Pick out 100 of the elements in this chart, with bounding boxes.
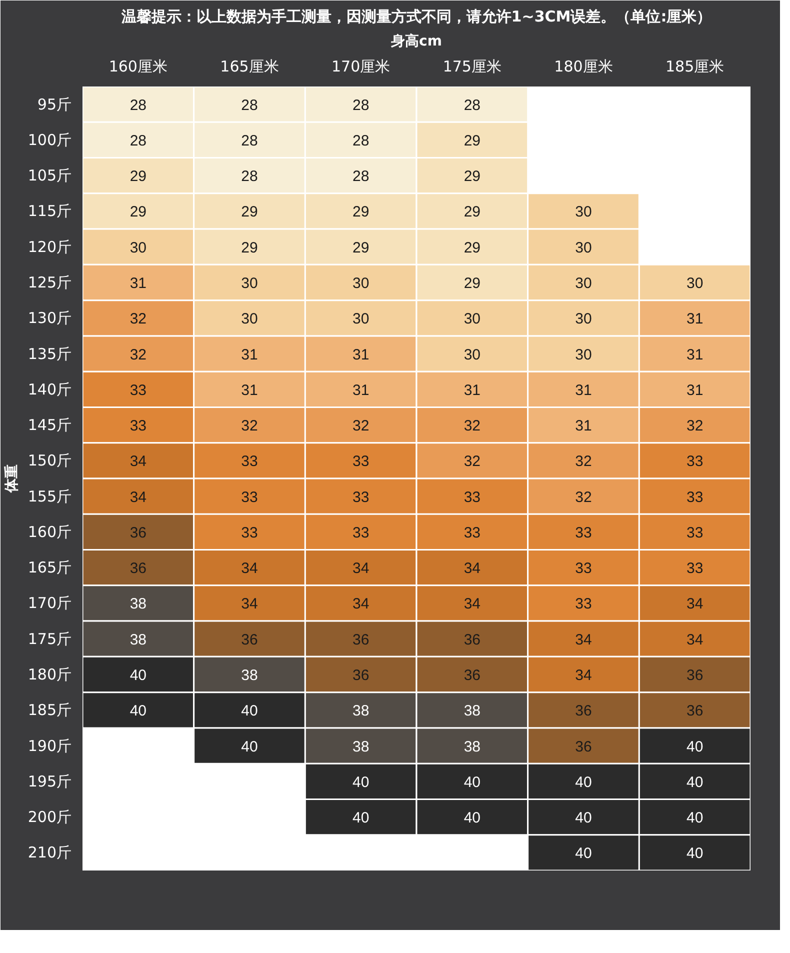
data-label: 30 (575, 204, 592, 221)
data-label: 32 (241, 418, 258, 435)
data-label: 30 (575, 310, 592, 328)
data-label: 32 (686, 418, 704, 435)
data-label: 33 (575, 596, 592, 613)
data-label: 31 (686, 382, 704, 399)
data-label: 33 (241, 524, 258, 542)
data-label: 31 (575, 382, 592, 399)
data-label: 38 (130, 631, 147, 648)
data-label: 29 (130, 204, 147, 221)
data-label: 36 (130, 524, 147, 542)
data-label: 30 (130, 239, 147, 256)
data-label: 33 (575, 560, 592, 578)
data-label: 40 (464, 810, 481, 827)
data-label: 33 (686, 560, 704, 578)
data-label: 36 (464, 667, 481, 684)
data-label: 34 (464, 596, 481, 613)
data-label: 34 (686, 596, 704, 613)
x-tick-label: 165厘米 (220, 58, 279, 76)
x-tick-label: 160厘米 (108, 58, 168, 76)
data-label: 36 (575, 738, 592, 756)
data-label: 29 (464, 239, 481, 256)
data-label: 36 (464, 631, 481, 648)
data-label: 33 (352, 453, 370, 470)
y-tick-label: 130斤 (28, 309, 72, 328)
data-label: 28 (130, 132, 147, 150)
data-label: 30 (352, 310, 370, 328)
data-label: 32 (575, 488, 592, 506)
data-label: 31 (130, 275, 147, 292)
data-label: 40 (686, 810, 704, 827)
data-label: 28 (464, 96, 481, 114)
x-tick-label: 170厘米 (332, 58, 390, 76)
y-tick-label: 125斤 (28, 274, 72, 292)
y-tick-label: 190斤 (28, 736, 72, 755)
data-label: 40 (686, 738, 704, 756)
data-label: 33 (130, 382, 147, 399)
data-label: 28 (352, 96, 370, 114)
data-label: 30 (575, 346, 592, 364)
data-label: 29 (241, 239, 258, 256)
y-tick-label: 140斤 (28, 380, 72, 398)
data-label: 34 (241, 596, 258, 613)
y-tick-label: 160斤 (28, 522, 72, 541)
data-label: 33 (241, 453, 258, 470)
data-label: 34 (130, 488, 147, 506)
data-label: 31 (686, 346, 704, 364)
data-label: 33 (575, 524, 592, 542)
data-label: 40 (575, 845, 592, 862)
data-label: 38 (352, 738, 370, 756)
data-label: 40 (352, 774, 370, 791)
data-label: 36 (241, 631, 258, 648)
data-label: 29 (464, 204, 481, 221)
data-label: 33 (686, 453, 704, 470)
data-label: 33 (130, 418, 147, 435)
data-label: 32 (352, 418, 370, 435)
data-label: 38 (464, 738, 481, 756)
data-label: 32 (464, 453, 481, 470)
y-tick-label: 100斤 (28, 130, 72, 149)
data-label: 34 (464, 560, 481, 578)
y-axis-title: 体重 (4, 464, 20, 494)
data-label: 32 (575, 453, 592, 470)
data-label: 40 (130, 667, 147, 684)
y-tick-label: 135斤 (28, 344, 72, 363)
y-tick-label: 200斤 (28, 808, 72, 826)
data-label: 40 (464, 774, 481, 791)
data-label: 30 (575, 275, 592, 292)
data-label: 40 (241, 702, 258, 720)
data-label: 31 (241, 382, 258, 399)
data-label: 28 (352, 132, 370, 150)
data-label: 34 (241, 560, 258, 578)
data-label: 29 (464, 168, 481, 186)
data-label: 28 (352, 168, 370, 186)
data-label: 36 (352, 667, 370, 684)
data-label: 30 (464, 310, 481, 328)
data-label: 33 (352, 488, 370, 506)
data-label: 29 (130, 168, 147, 186)
x-tick-label: 180厘米 (554, 58, 613, 76)
data-label: 34 (575, 631, 592, 648)
data-label: 29 (464, 275, 481, 292)
y-tick-label: 185斤 (28, 701, 72, 720)
data-label: 31 (464, 382, 481, 399)
data-label: 28 (241, 132, 258, 150)
data-label: 34 (686, 631, 704, 648)
data-label: 40 (575, 810, 592, 827)
data-label: 30 (575, 239, 592, 256)
data-label: 31 (575, 418, 592, 435)
y-tick-label: 170斤 (28, 594, 72, 612)
data-label: 36 (130, 560, 147, 578)
data-label: 30 (241, 275, 258, 292)
data-label: 32 (130, 346, 147, 364)
data-label: 32 (130, 310, 147, 328)
data-label: 29 (352, 239, 370, 256)
data-label: 28 (241, 96, 258, 114)
x-tick-label: 185厘米 (666, 58, 724, 76)
data-label: 28 (241, 168, 258, 186)
data-label: 36 (686, 702, 704, 720)
data-label: 36 (575, 702, 592, 720)
data-label: 31 (686, 310, 704, 328)
data-label: 29 (464, 132, 481, 150)
data-label: 30 (464, 346, 481, 364)
y-tick-label: 95斤 (37, 95, 72, 114)
